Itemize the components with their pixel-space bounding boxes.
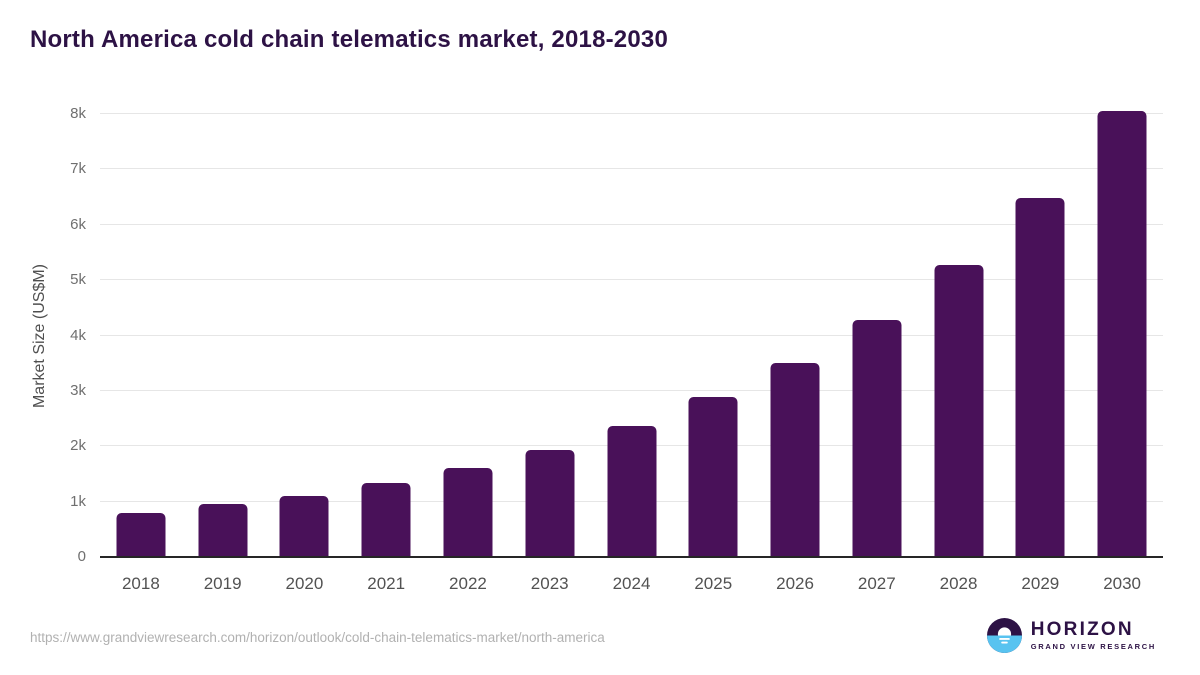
y-axis-title: Market Size (US$M) bbox=[31, 263, 48, 409]
bar-2024[interactable] bbox=[607, 425, 656, 557]
gridline-8k bbox=[100, 113, 1163, 114]
horizon-logo: HORIZON GRAND VIEW RESEARCH bbox=[986, 618, 1156, 653]
source-url: https://www.grandviewresearch.com/horizo… bbox=[30, 630, 605, 645]
y-tick-label-7k: 7k bbox=[70, 160, 86, 178]
y-tick-label-3k: 3k bbox=[70, 381, 86, 399]
gridline-7k bbox=[100, 168, 1163, 170]
y-tick-label-2k: 2k bbox=[70, 437, 86, 455]
logo-text: HORIZON GRAND VIEW RESEARCH bbox=[1031, 620, 1156, 651]
bar-2018[interactable] bbox=[116, 512, 166, 557]
bar-2027[interactable] bbox=[852, 320, 902, 557]
gridline-3k bbox=[100, 389, 1163, 391]
bar-2028[interactable] bbox=[934, 264, 984, 557]
x-axis-label-2027: 2027 bbox=[857, 574, 896, 593]
horizon-sunset-icon bbox=[986, 618, 1022, 653]
x-axis-label-2021: 2021 bbox=[367, 574, 406, 593]
x-axis-label-2022: 2022 bbox=[449, 574, 487, 593]
y-tick-label-0: 0 bbox=[77, 548, 86, 565]
bar-2020[interactable] bbox=[279, 496, 329, 557]
y-tick-label-4k: 4k bbox=[70, 326, 86, 344]
x-axis-line bbox=[100, 556, 1163, 558]
x-axis-label-2018: 2018 bbox=[121, 574, 160, 593]
gridline-4k bbox=[100, 334, 1163, 336]
x-axis-label-2026: 2026 bbox=[776, 574, 814, 593]
bar-2022[interactable] bbox=[443, 468, 493, 557]
bar-2026[interactable] bbox=[770, 363, 820, 557]
bar-2019[interactable] bbox=[198, 503, 248, 557]
gridline-6k bbox=[100, 223, 1163, 225]
x-axis-label-2028: 2028 bbox=[939, 574, 978, 593]
y-tick-label-8k: 8k bbox=[70, 105, 86, 122]
x-axis-label-2020: 2020 bbox=[285, 574, 324, 593]
x-axis-label-2019: 2019 bbox=[203, 574, 242, 593]
plot-area: 0 1k 2k 3k 4k 5k 6k 7k 8k 2018 2019 2020 2021 2022 202… bbox=[70, 105, 1163, 593]
bar-2029[interactable] bbox=[1015, 198, 1065, 557]
y-tick-label-5k: 5k bbox=[70, 271, 86, 289]
y-tick-label-6k: 6k bbox=[70, 215, 86, 233]
bar-2023[interactable] bbox=[525, 450, 575, 557]
logo-subtitle: GRAND VIEW RESEARCH bbox=[1030, 642, 1156, 651]
x-axis-label-2030: 2030 bbox=[1103, 574, 1142, 593]
bar-2025[interactable] bbox=[688, 397, 738, 557]
y-tick-label-1k: 1k bbox=[70, 492, 86, 510]
x-axis-label-2023: 2023 bbox=[530, 574, 569, 593]
logo-name: HORIZON bbox=[1030, 619, 1134, 640]
x-axis-label-2025: 2025 bbox=[694, 574, 733, 593]
x-axis-label-2024: 2024 bbox=[612, 574, 651, 593]
bar-2021[interactable] bbox=[361, 483, 411, 557]
bar-2030[interactable] bbox=[1097, 110, 1147, 557]
gridline-5k bbox=[100, 279, 1163, 281]
x-axis-label-2029: 2029 bbox=[1021, 574, 1060, 593]
chart-title: North America cold chain telematics mark… bbox=[30, 26, 668, 53]
